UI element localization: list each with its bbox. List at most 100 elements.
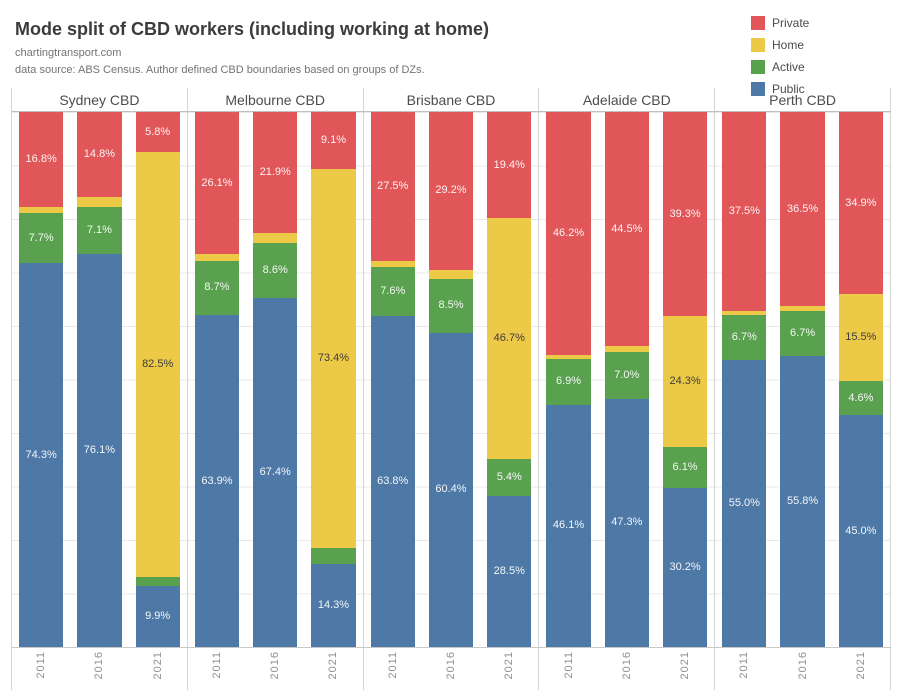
bar-segment-label: 7.0% <box>614 368 640 381</box>
bar-segment-label: 8.7% <box>204 281 230 294</box>
year-tick-label: 2021 <box>151 651 164 680</box>
legend-swatch-active <box>751 60 765 74</box>
bar-segment-private: 46.2% <box>546 112 591 355</box>
year-tick: 2021 <box>839 648 883 690</box>
bar-segment-active: 6.9% <box>546 358 591 405</box>
city-header: Melbourne CBD <box>188 88 364 111</box>
bar-segment-home <box>546 354 591 359</box>
bar-segment-active: 7.1% <box>77 207 122 254</box>
bar-segment-private: 36.5% <box>780 112 825 307</box>
year-tick-label: 2016 <box>620 651 633 680</box>
bar-column: 46.2% 6.9% 46.1% <box>546 112 591 647</box>
bar-segment-public: 45.0% <box>838 415 883 648</box>
bar-segment-private: 19.4% <box>487 112 532 219</box>
x-axis-panel: 2011 2016 2021 <box>364 648 540 690</box>
bar-segment-public: 46.1% <box>546 404 591 647</box>
year-tick: 2016 <box>253 648 297 690</box>
year-tick: 2011 <box>722 648 766 690</box>
year-tick: 2021 <box>311 648 355 690</box>
bar-segment-active: 7.7% <box>19 213 64 264</box>
bar-segment-label: 7.6% <box>380 284 406 297</box>
bar-segment-label: 5.4% <box>496 470 522 483</box>
bar-segment-label: 63.8% <box>377 474 409 487</box>
bar-segment-private: 16.8% <box>19 112 64 208</box>
bar-segment-label: 37.5% <box>728 205 760 218</box>
bar-segment-public: 30.2% <box>662 487 708 648</box>
bar-segment-public: 14.3% <box>311 564 356 647</box>
bar-column: 36.5% 6.7% 55.8% <box>780 112 825 647</box>
panel-headers: Sydney CBD Melbourne CBD Brisbane CBD Adela… <box>11 88 891 112</box>
bar-segment-label: 21.9% <box>259 165 291 178</box>
bar-segment-label: 5.8% <box>145 125 171 138</box>
bar-segment-label: 15.5% <box>845 331 877 344</box>
bar-segment-active: 8.6% <box>253 243 298 298</box>
bar-segment-label: 26.1% <box>201 176 233 189</box>
bar-column: 16.8% 7.7% 74.3% <box>19 112 64 648</box>
bar-segment-private: 21.9% <box>253 112 298 233</box>
bar-segment-label: 76.1% <box>83 443 115 456</box>
year-tick-label: 2011 <box>562 651 575 679</box>
city-header: Sydney CBD <box>12 88 188 111</box>
bar-column: 27.5% 7.6% 63.8% <box>370 112 415 647</box>
bar-segment-active: 6.7% <box>780 311 825 356</box>
bar-segment-private: 34.9% <box>838 112 883 295</box>
bar-column: 26.1% 8.7% 63.9% <box>194 112 240 647</box>
data-source-note: data source: ABS Census. Author defined … <box>15 64 425 76</box>
bar-column: 21.9% 8.6% 67.4% <box>253 112 298 647</box>
legend-label: Active <box>772 60 805 74</box>
bar-segment-active: 7.6% <box>370 266 415 316</box>
year-tick: 2011 <box>19 648 63 690</box>
bar-segment-public: 55.0% <box>722 359 767 647</box>
bar-segment-home <box>780 306 825 312</box>
bar-segment-private: 5.8% <box>135 112 180 153</box>
year-tick: 2021 <box>663 648 707 690</box>
bar-segment-public: 63.8% <box>370 315 415 647</box>
year-tick-label: 2021 <box>679 651 692 680</box>
legend-swatch-home <box>751 38 765 52</box>
bar-segment-home: 73.4% <box>311 168 356 549</box>
bar-segment-label: 6.9% <box>555 375 582 388</box>
bar-segment-public: 9.9% <box>135 586 180 647</box>
bar-segment-home <box>194 254 240 261</box>
year-tick: 2021 <box>136 648 180 690</box>
website-text: chartingtransport.com <box>15 47 122 59</box>
bar-column: 37.5% 6.7% 55.0% <box>722 112 767 647</box>
bar-segment-public: 76.1% <box>77 253 122 647</box>
year-tick: 2011 <box>371 648 415 690</box>
city-panel: 26.1% 8.7% 63.9% 21.9% 8.6% 67.4% 9.1% 73.4% 14.… <box>188 112 364 647</box>
bar-segment-active <box>311 548 356 565</box>
year-tick: 2016 <box>429 648 473 690</box>
legend-label: Public <box>772 82 805 96</box>
bar-column: 14.8% 7.1% 76.1% <box>77 112 122 647</box>
bar-column: 39.3% 24.3% 6.1% 30.2% <box>662 112 708 648</box>
year-tick-label: 2011 <box>210 651 223 679</box>
bar-segment-home: 15.5% <box>838 294 883 382</box>
city-panel: 46.2% 6.9% 46.1% 44.5% 7.0% 47.3% 39.3% 24.3% 6.… <box>539 112 716 648</box>
bar-segment-home <box>253 232 298 244</box>
bar-segment-label: 55.8% <box>786 494 819 507</box>
bar-segment-private: 44.5% <box>604 112 649 347</box>
bar-segment-label: 24.3% <box>669 374 701 387</box>
bar-segment-label: 44.5% <box>611 222 643 235</box>
bar-segment-private: 37.5% <box>722 112 767 312</box>
bar-segment-home <box>722 311 767 316</box>
chart-area: Sydney CBD Melbourne CBD Brisbane CBD Adela… <box>11 88 891 690</box>
legend-swatch-private <box>751 16 765 30</box>
bar-segment-public: 67.4% <box>253 297 298 647</box>
bar-segment-private: 39.3% <box>662 112 708 317</box>
city-header: Brisbane CBD <box>364 88 540 111</box>
bar-segment-private: 9.1% <box>311 112 356 169</box>
bar-segment-label: 8.5% <box>438 299 464 312</box>
bar-column: 29.2% 8.5% 60.4% <box>428 112 474 647</box>
year-tick-label: 2011 <box>35 651 48 679</box>
legend-label: Home <box>772 38 805 52</box>
bar-segment-label: 19.4% <box>493 158 525 171</box>
bar-segment-label: 9.1% <box>320 133 346 146</box>
bar-segment-label: 39.3% <box>669 207 701 220</box>
bar-segment-active: 4.6% <box>838 381 883 416</box>
bar-segment-active: 7.0% <box>604 352 649 399</box>
bar-segment-public: 60.4% <box>428 332 474 647</box>
city-header: Adelaide CBD <box>539 88 716 111</box>
bar-segment-active: 8.5% <box>428 279 474 333</box>
year-tick-label: 2016 <box>444 651 457 680</box>
